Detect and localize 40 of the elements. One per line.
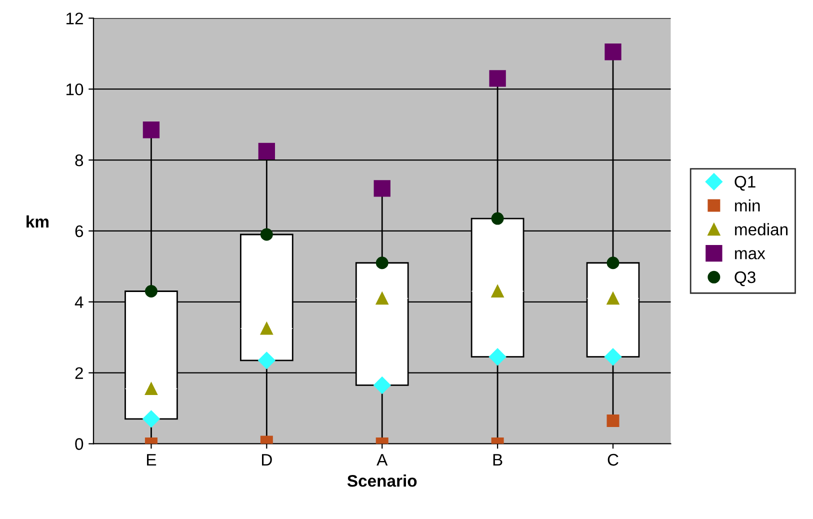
point — [144, 382, 158, 396]
legend-label: Q1 — [734, 176, 756, 191]
point — [376, 292, 388, 305]
legend-label: min — [735, 199, 760, 212]
point — [258, 352, 276, 369]
x-tick-label: E — [147, 454, 156, 466]
point — [374, 376, 391, 394]
point — [604, 44, 622, 60]
point — [491, 212, 504, 225]
legend-label: max — [735, 250, 766, 260]
y-tick-label: 6 — [75, 225, 84, 238]
point — [260, 228, 273, 241]
y-tick-label: 12 — [66, 12, 83, 24]
legend-label: median — [735, 223, 788, 236]
point — [258, 142, 275, 160]
x-tick-label: A — [376, 454, 388, 466]
point — [144, 284, 158, 298]
point — [142, 122, 160, 138]
y-tick-label: 10 — [66, 83, 84, 96]
point — [491, 284, 504, 298]
point — [374, 180, 390, 197]
x-axis-title: Scenario — [347, 474, 417, 487]
point — [142, 410, 160, 428]
point — [376, 256, 388, 270]
y-tick-label: 2 — [75, 367, 83, 379]
x-tick-label: C — [608, 454, 618, 466]
y-tick-label: 8 — [75, 154, 84, 166]
x-tick-label: D — [262, 454, 272, 466]
point — [489, 70, 506, 87]
point — [606, 414, 620, 427]
point — [606, 292, 620, 305]
point — [604, 348, 622, 366]
y-tick-label: 0 — [75, 438, 84, 450]
y-axis-title: km — [26, 215, 48, 228]
y-tick-label: 4 — [74, 296, 84, 308]
point — [260, 322, 273, 335]
point — [606, 256, 620, 270]
legend-label: Q3 — [734, 271, 756, 286]
point — [489, 348, 506, 366]
x-tick-label: B — [493, 454, 502, 466]
